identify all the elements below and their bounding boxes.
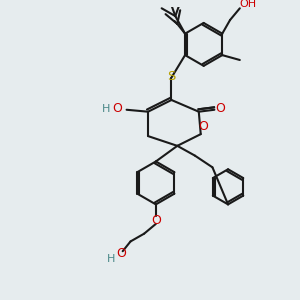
Text: S: S [167, 70, 176, 83]
Text: O: O [116, 247, 126, 260]
Text: O: O [151, 214, 161, 227]
Text: O: O [112, 102, 122, 115]
Text: O: O [215, 102, 225, 115]
Text: H: H [102, 104, 110, 114]
Text: OH: OH [239, 0, 256, 9]
Text: O: O [199, 120, 208, 133]
Text: H: H [107, 254, 115, 264]
